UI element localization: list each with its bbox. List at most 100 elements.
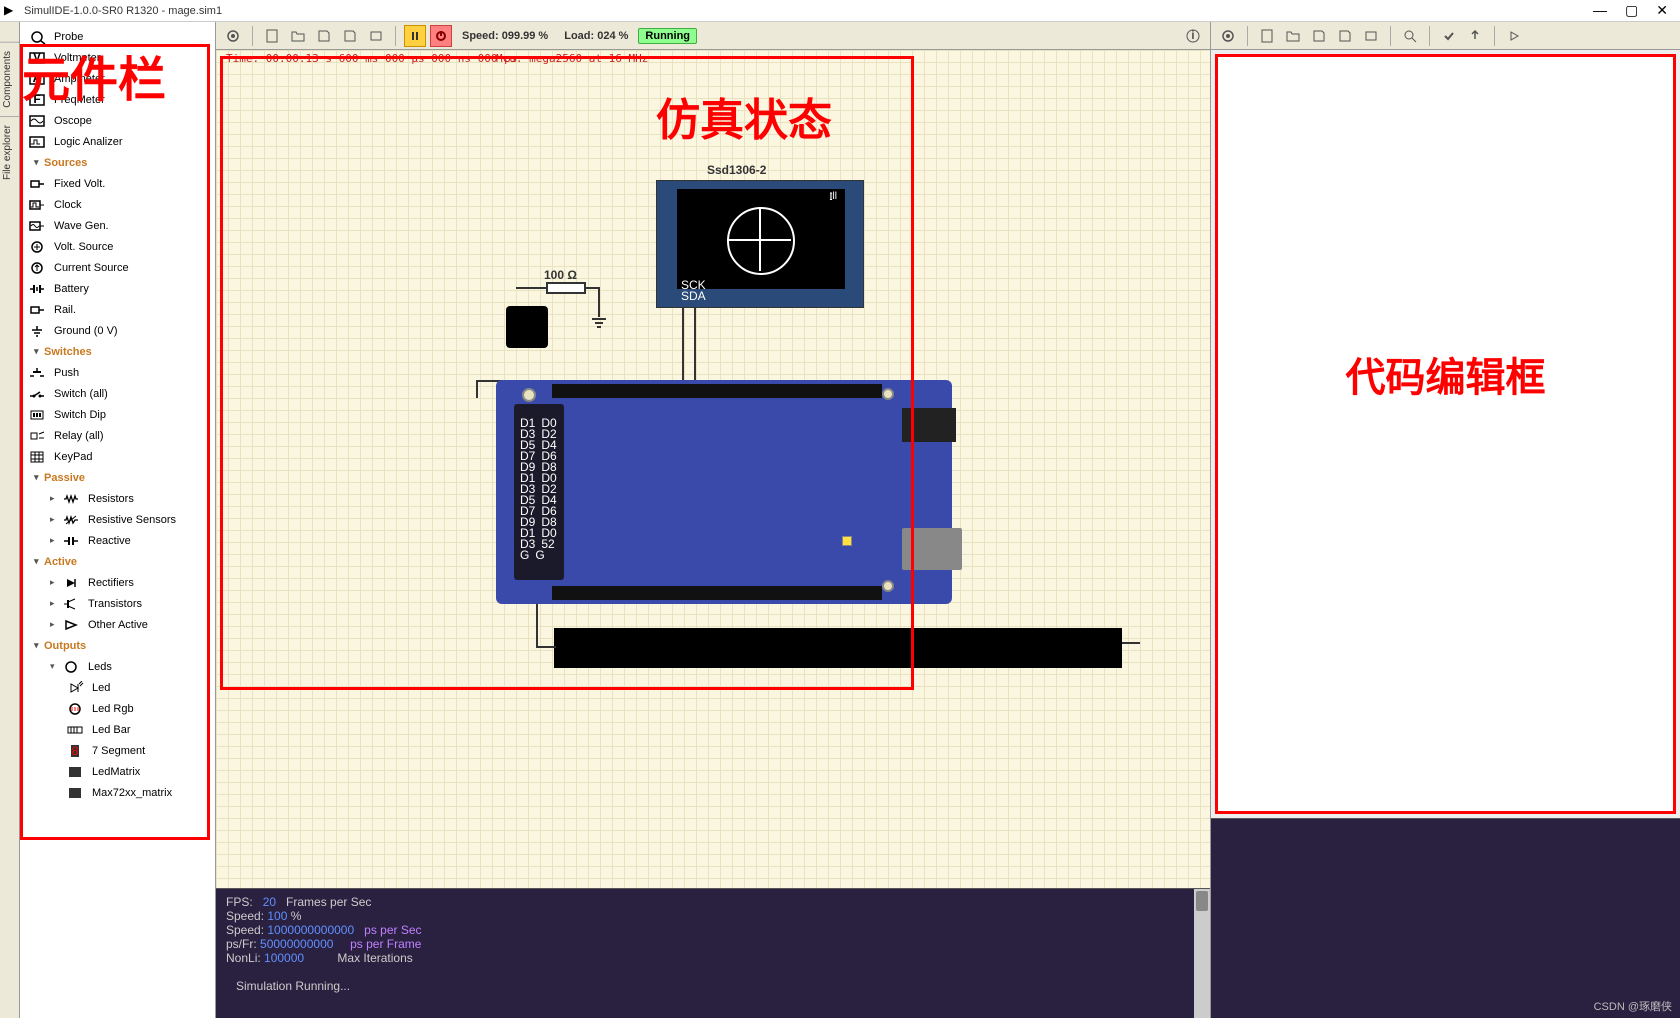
tree-item[interactable]: AAmpmeter: [20, 68, 215, 89]
tree-item[interactable]: Switch Dip: [20, 404, 215, 425]
freqmeter-icon: F: [26, 92, 48, 108]
tree-item[interactable]: FFreqMeter: [20, 89, 215, 110]
tab-file-explorer[interactable]: File explorer: [0, 116, 19, 188]
tree-item[interactable]: LedMatrix: [20, 761, 215, 782]
close-button[interactable]: ✕: [1656, 2, 1668, 19]
tree-item[interactable]: Switch (all): [20, 383, 215, 404]
tree-item[interactable]: ▸Rectifiers: [20, 572, 215, 593]
resistor-label: 100 Ω: [544, 268, 577, 282]
console-scrollbar[interactable]: [1194, 889, 1210, 1018]
pause-button[interactable]: [404, 25, 426, 47]
rectifiers-icon: [60, 575, 82, 591]
minimize-button[interactable]: —: [1593, 2, 1607, 19]
tree-item[interactable]: Led: [20, 677, 215, 698]
logic-analizer-icon: [26, 134, 48, 150]
maximize-button[interactable]: ▢: [1625, 2, 1638, 19]
tree-item[interactable]: Led Bar: [20, 719, 215, 740]
chevron-right-icon: ▸: [50, 493, 60, 504]
component-blackbox[interactable]: [506, 306, 548, 348]
tree-item[interactable]: ▸Transistors: [20, 593, 215, 614]
led-icon: [64, 680, 86, 696]
chevron-right-icon: ▸: [50, 577, 60, 588]
tab-components[interactable]: Components: [0, 42, 19, 116]
editor-new-button[interactable]: [1256, 25, 1278, 47]
component-bar[interactable]: [554, 628, 1122, 668]
editor-upload-button[interactable]: [1464, 25, 1486, 47]
svg-text:8: 8: [72, 744, 79, 758]
tree-category-passive[interactable]: ▾Passive: [20, 467, 215, 488]
info-button[interactable]: i: [1182, 25, 1204, 47]
chevron-down-icon: ▾: [34, 346, 44, 357]
tree-item[interactable]: Probe: [20, 26, 215, 47]
editor-save-as-button[interactable]: [1334, 25, 1356, 47]
tree-category-switches[interactable]: ▾Switches: [20, 341, 215, 362]
tree-item-leds[interactable]: ▾Leds: [20, 656, 215, 677]
editor-open-button[interactable]: [1282, 25, 1304, 47]
code-editor[interactable]: 代码编辑框: [1215, 54, 1676, 814]
annotation-editor-label: 代码编辑框: [1346, 345, 1546, 403]
transistors-icon: [60, 596, 82, 612]
editor-export-button[interactable]: [1360, 25, 1382, 47]
reactive-icon: [60, 533, 82, 549]
tree-item[interactable]: Push: [20, 362, 215, 383]
resistive-sensors-icon: [60, 512, 82, 528]
resistor-component[interactable]: [546, 282, 586, 294]
volt-source-icon: [26, 239, 48, 255]
tree-category-sources[interactable]: ▾Sources: [20, 152, 215, 173]
component-sidebar: Probe VVoltmeter AAmpmeter FFreqMeter Os…: [20, 22, 216, 1018]
oled-component[interactable]: Ssd1306-2 ⫾ll SCKSDA: [656, 180, 864, 308]
tree-item[interactable]: ▸Resistive Sensors: [20, 509, 215, 530]
tree-item[interactable]: Clock: [20, 194, 215, 215]
tree-item[interactable]: KeyPad: [20, 446, 215, 467]
editor-toolbar: [1211, 22, 1680, 50]
fixed-volt-icon: [26, 176, 48, 192]
editor-debug-button[interactable]: [1503, 25, 1525, 47]
tree-item[interactable]: VVoltmeter: [20, 47, 215, 68]
tree-item[interactable]: Current Source: [20, 257, 215, 278]
relay-icon: [26, 428, 48, 444]
tree-item[interactable]: Battery: [20, 278, 215, 299]
tree-item[interactable]: Fixed Volt.: [20, 173, 215, 194]
save-button[interactable]: [313, 25, 335, 47]
tree-category-outputs[interactable]: ▾Outputs: [20, 635, 215, 656]
new-button[interactable]: [261, 25, 283, 47]
7-segment-icon: 8: [64, 743, 86, 759]
export-button[interactable]: [365, 25, 387, 47]
tree-item[interactable]: ▸Resistors: [20, 488, 215, 509]
tree-item[interactable]: Volt. Source: [20, 236, 215, 257]
tree-item[interactable]: ▸Other Active: [20, 614, 215, 635]
tree-item[interactable]: Led Rgb: [20, 698, 215, 719]
editor-find-button[interactable]: [1399, 25, 1421, 47]
tree-item[interactable]: 87 Segment: [20, 740, 215, 761]
editor-compile-button[interactable]: [1438, 25, 1460, 47]
tree-item[interactable]: Ground (0 V): [20, 320, 215, 341]
signal-icon: ⫾ll: [829, 191, 837, 202]
sim-time-label: Time: 00:00:13 s 600 ms 000 µs 000 ns 00…: [226, 52, 1200, 65]
editor-save-button[interactable]: [1308, 25, 1330, 47]
oscope-icon: [26, 113, 48, 129]
save-as-button[interactable]: [339, 25, 361, 47]
tree-item[interactable]: Rail.: [20, 299, 215, 320]
settings-button[interactable]: [222, 25, 244, 47]
keypad-icon: [26, 449, 48, 465]
tree-category-active[interactable]: ▾Active: [20, 551, 215, 572]
mega-board[interactable]: D1D0D3D2 D5D4D7D6 D9D8D1D0 D3D2D5D4 D7D6…: [496, 380, 952, 604]
ground-component[interactable]: [592, 318, 606, 332]
chevron-right-icon: ▸: [50, 535, 60, 546]
tree-item[interactable]: Relay (all): [20, 425, 215, 446]
tree-item[interactable]: Max72xx_matrix: [20, 782, 215, 803]
window-title: SimulIDE-1.0.0-SR0 R1320 - mage.sim1: [24, 5, 1593, 17]
tree-item[interactable]: Oscope: [20, 110, 215, 131]
oled-pin-labels: SCKSDA: [681, 281, 706, 303]
editor-settings-button[interactable]: [1217, 25, 1239, 47]
tree-item[interactable]: ▸Reactive: [20, 530, 215, 551]
tree-item[interactable]: Logic Analizer: [20, 131, 215, 152]
circuit-canvas[interactable]: Time: 00:00:13 s 600 ms 000 µs 000 ns 00…: [216, 50, 1210, 888]
current-source-icon: [26, 260, 48, 276]
stop-button[interactable]: [430, 25, 452, 47]
resistors-icon: [60, 491, 82, 507]
tree-item[interactable]: Wave Gen.: [20, 215, 215, 236]
open-button[interactable]: [287, 25, 309, 47]
oled-name-label: Ssd1306-2: [707, 163, 766, 177]
vertical-tab-strip: Components File explorer: [0, 22, 20, 1018]
